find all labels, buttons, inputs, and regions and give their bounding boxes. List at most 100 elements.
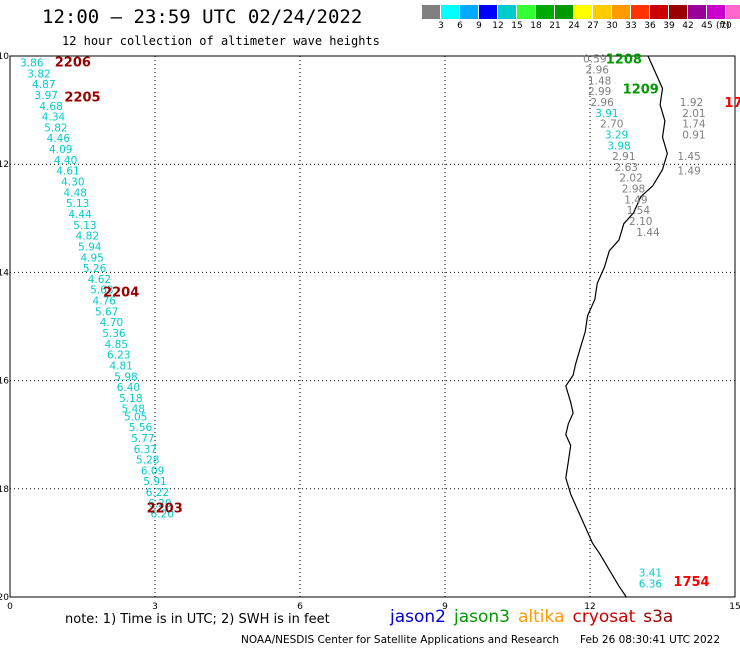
wave-height-value: 1.74 [682,119,706,131]
axis-ticks: 0 3 6 9 12 15 10 12 14 16 18 20 [0,52,740,612]
page-title: 12:00 – 23:59 UTC 02/24/2022 [42,6,363,28]
legend-item-jason2: jason2 [390,607,446,627]
wave-height-value: 5.36 [102,328,126,340]
wave-height-value: 6.20 [151,509,174,521]
color-scale-label: 6 [457,21,463,31]
wave-height-value: 1.92 [680,97,703,109]
color-swatch [498,5,517,19]
wave-height-value: 5.82 [44,122,67,134]
wave-height-value: 4.76 [93,296,117,308]
credit-text: NOAA/NESDIS Center for Satellite Applica… [241,634,559,646]
legend-item-altika: altika [518,607,565,627]
wave-height-value: 1.54 [627,205,651,217]
map-frame [9,55,736,598]
wave-height-value: 5.18 [119,393,142,405]
wave-height-value: 0.59 [583,54,606,66]
wave-height-value: 1.45 [677,151,700,163]
wave-height-value: 6.09 [141,465,164,477]
color-scale-label: 30 [606,21,618,31]
wave-height-value: 6.20 [148,498,171,510]
wave-height-value: 5.28 [136,455,159,467]
wave-height-value: 3.98 [607,140,630,152]
x-tick-label: 3 [152,602,158,612]
page-subtitle: 12 hour collection of altimeter wave hei… [62,34,380,48]
x-tick-label: 12 [584,602,595,612]
color-scale-label: 36 [644,21,656,31]
color-swatch [688,5,707,19]
wave-height-value: 5.48 [122,404,145,416]
wave-height-value: 3.29 [605,129,628,141]
y-tick-label: 18 [0,485,9,495]
pass-time-label: 175 [724,96,740,111]
wave-height-value: 0.91 [682,129,705,141]
wave-height-value: 5.05 [124,411,147,423]
wave-height-value: 2.63 [615,162,638,174]
wave-height-values: 3.863.824.873.974.684.345.824.464.094.40… [20,54,706,591]
wave-height-value: 1.48 [588,75,611,87]
color-swatch [422,5,441,19]
wave-height-value: 5.94 [78,241,102,253]
coastline [565,55,668,598]
wave-height-value: 4.95 [80,252,103,264]
color-swatch [726,5,740,19]
x-tick-label: 0 [7,602,13,612]
color-scale-label: 33 [625,21,637,31]
color-scale-label: 42 [682,21,694,31]
wave-height-value: 4.62 [88,274,111,286]
color-swatch [479,5,498,19]
color-scale-bar [422,5,740,19]
color-scale-label: 9 [476,21,482,31]
wave-height-value: 5.13 [73,220,96,232]
color-scale-label: 12 [492,21,504,31]
wave-height-value: 3.86 [20,57,44,69]
wave-height-value: 3.82 [27,68,50,80]
wave-height-value: 6.37 [134,444,157,456]
color-swatch [441,5,460,19]
x-tick-label: 15 [729,602,740,612]
pass-time-label: 2206 [55,55,91,70]
satellite-legend: jason2 jason3 altika cryosat s3a [390,607,681,627]
pass-time-label: 1754 [673,575,709,590]
wave-height-value: 2.98 [622,184,645,196]
wave-height-value: 2.02 [619,173,642,185]
pass-time-labels: 2206 2205 2204 2203 1208 1209 1754 175 [55,53,740,590]
wave-height-value: 6.23 [107,350,130,362]
color-scale-label: 18 [530,21,542,31]
wave-height-value: 4.46 [47,133,71,145]
wave-height-value: 5.56 [129,422,153,434]
color-scale-label: 70 [720,21,732,31]
footer-note: note: 1) Time is in UTC; 2) SWH is in fe… [65,612,330,627]
color-swatch [650,5,669,19]
legend-item-s3a: s3a [643,607,674,627]
color-scale-unit: (ft) [716,21,730,31]
wave-height-value: 4.87 [32,79,55,91]
y-tick-label: 16 [0,377,9,387]
pass-time-label: 1209 [623,82,659,97]
wave-height-value: 2.10 [629,216,652,228]
color-scale-label: 39 [663,21,675,31]
wave-height-value: 4.40 [54,155,77,167]
color-swatch [707,5,726,19]
y-tick-label: 20 [0,593,9,603]
wave-height-value: 5.13 [66,198,89,210]
color-scale-label: 15 [511,21,523,31]
pass-time-label: 2205 [64,91,100,106]
color-scale-label: 45 [701,21,713,31]
legend-item-jason3: jason3 [454,607,510,627]
wave-height-value: 3.97 [35,90,58,102]
wave-height-value: 4.34 [42,112,66,124]
wave-height-value: 5.77 [131,433,154,445]
generation-timestamp: Feb 26 08:30:41 UTC 2022 [580,634,720,646]
wave-height-value: 2.99 [588,86,611,98]
wave-height-value: 6.36 [639,578,663,590]
y-tick-label: 14 [0,268,9,278]
wave-height-value: 4.61 [56,166,79,178]
y-tick-label: 10 [0,52,9,62]
wave-height-value: 5.67 [95,306,118,318]
wave-height-value: 3.41 [639,568,662,580]
wave-height-value: 5.91 [143,476,166,488]
x-tick-label: 9 [442,602,448,612]
color-swatch [631,5,650,19]
wave-height-value: 2.91 [612,151,635,163]
